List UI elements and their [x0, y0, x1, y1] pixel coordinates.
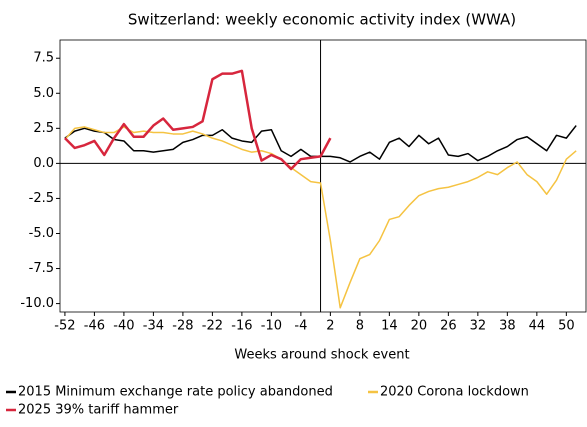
y-tick-label: 2.5: [33, 121, 54, 136]
x-tick-label: -34: [143, 319, 164, 334]
y-tick-label: -5.0: [29, 226, 54, 241]
x-tick-label: -16: [231, 319, 252, 334]
plot-frame: [59, 39, 587, 313]
x-axis-label: Weeks around shock event: [234, 348, 409, 363]
x-tick-label: 32: [470, 319, 487, 334]
series-line: [64, 69, 332, 171]
y-tick-label: 7.5: [33, 51, 54, 66]
x-tick-label: 26: [440, 319, 457, 334]
x-tick-label: -22: [202, 319, 223, 334]
legend-label: 2020 Corona lockdown: [380, 385, 529, 400]
x-tick-label: 44: [529, 319, 546, 334]
y-tick-label: 5.0: [33, 86, 54, 101]
x-tick-label: 2: [326, 319, 334, 334]
y-tick-label: 0.0: [33, 156, 54, 171]
x-tick-label: 8: [356, 319, 364, 334]
x-tick-label: -52: [54, 319, 75, 334]
y-tick-label: -7.5: [29, 261, 54, 276]
x-tick-label: -46: [84, 319, 105, 334]
x-tick-label: 50: [558, 319, 575, 334]
y-tick-label: -10.0: [20, 296, 54, 311]
x-tick-label: -40: [113, 319, 134, 334]
x-tick-label: -28: [172, 319, 193, 334]
legend-label: 2025 39% tariff hammer: [18, 403, 179, 418]
x-tick-label: -4: [294, 319, 307, 334]
y-tick-label: -2.5: [29, 191, 54, 206]
x-tick-label: 14: [381, 319, 398, 334]
x-tick-label: 20: [411, 319, 428, 334]
legend-label: 2015 Minimum exchange rate policy abando…: [18, 385, 333, 400]
chart-title: Switzerland: weekly economic activity in…: [128, 11, 516, 29]
x-tick-label: 38: [499, 319, 516, 334]
series-line: [64, 126, 577, 309]
x-tick-label: -10: [261, 319, 282, 334]
